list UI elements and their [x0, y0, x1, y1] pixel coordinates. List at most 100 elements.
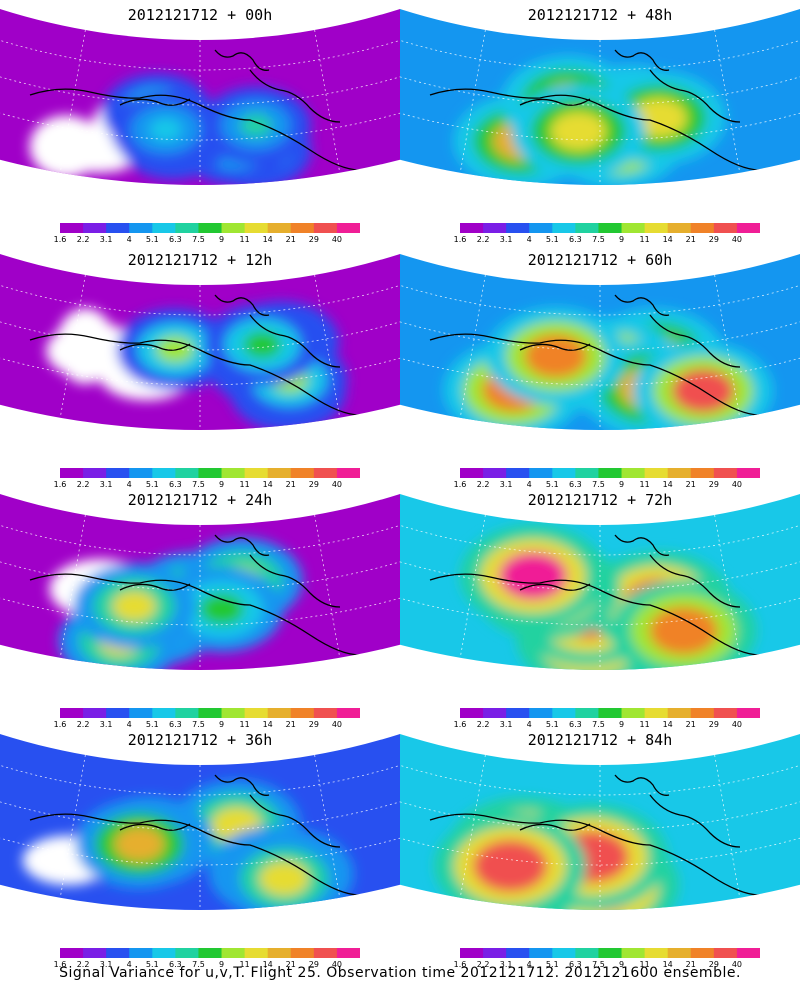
forecast-panel: 2012121712 + 00h 1.6 2.2 3.1 4 5.1 6.3 7.5 9 11 14…	[0, 0, 400, 244]
colorbar-swatch	[667, 223, 692, 233]
colorbar-tick-label: 7.5	[192, 960, 205, 969]
colorbar-labels: 1.6 2.2 3.1 4 5.1 6.3 7.5 9 11 14 21 29 40	[454, 960, 760, 970]
colorbar	[460, 223, 760, 233]
colorbar-swatch	[575, 948, 599, 958]
colorbar-tick-label: 29	[708, 480, 719, 489]
colorbar-swatch	[736, 468, 760, 478]
colorbar-swatch	[644, 708, 669, 718]
panel-title: 2012121712 + 24h	[127, 491, 273, 509]
colorbar-tick-label: 6.3	[569, 960, 582, 969]
colorbar-swatch	[506, 468, 530, 478]
colorbar-swatch	[60, 948, 84, 958]
colorbar-labels: 1.6 2.2 3.1 4 5.1 6.3 7.5 9 11 14 21 29 40	[454, 480, 760, 490]
colorbar-swatch	[736, 948, 760, 958]
colorbar-swatch	[129, 468, 153, 478]
colorbar	[60, 468, 360, 478]
colorbar-tick-label: 11	[639, 720, 650, 729]
colorbar-swatch	[267, 708, 292, 718]
colorbar-tick-label: 3.1	[499, 960, 513, 969]
colorbar	[460, 948, 760, 958]
colorbar-swatch	[244, 948, 269, 958]
colorbar-tick-label: 1.6	[53, 235, 67, 244]
colorbar-swatch	[152, 223, 176, 233]
colorbar-swatch	[198, 948, 223, 958]
colorbar	[60, 948, 360, 958]
colorbar-swatch	[313, 223, 338, 233]
colorbar-tick-label: 9	[618, 480, 625, 489]
colorbar-tick-label: 6.3	[169, 960, 182, 969]
colorbar-swatch	[575, 223, 599, 233]
colorbar-tick-label: 4	[526, 480, 532, 489]
colorbar-tick-label: 21	[685, 235, 696, 244]
colorbar-swatch	[313, 708, 338, 718]
colorbar-swatch	[736, 708, 760, 718]
colorbar-tick-label: 11	[239, 720, 250, 729]
colorbar-tick-label: 21	[685, 720, 696, 729]
colorbar-swatch	[713, 468, 738, 478]
colorbar-tick-label: 5.1	[545, 480, 559, 489]
colorbar-tick-label: 29	[708, 235, 719, 244]
colorbar-tick-label: 14	[262, 480, 273, 489]
colorbar-tick-label: 14	[662, 480, 673, 489]
forecast-panel: 2012121712 + 84h 1.6 2.2 3.1 4 5.1 6.3 7.5 9 11 14…	[400, 725, 800, 969]
colorbar-swatch	[244, 223, 269, 233]
colorbar-tick-label: 7.5	[592, 235, 605, 244]
colorbar-swatch	[529, 468, 553, 478]
colorbar-swatch	[221, 468, 246, 478]
panel-title: 2012121712 + 00h	[127, 6, 273, 24]
colorbar-tick-label: 7.5	[592, 480, 605, 489]
colorbar-tick-label: 9	[218, 235, 225, 244]
colorbar-tick-label: 4	[126, 720, 132, 729]
colorbar-tick-label: 6.3	[569, 235, 582, 244]
colorbar-swatch	[713, 948, 738, 958]
variance-map	[0, 725, 400, 910]
colorbar-swatch	[152, 948, 176, 958]
colorbar-swatch	[336, 708, 360, 718]
colorbar-tick-label: 3.1	[99, 720, 113, 729]
colorbar-swatch	[713, 708, 738, 718]
variance-map	[0, 245, 400, 430]
colorbar-tick-label: 3.1	[499, 480, 513, 489]
forecast-panel: 2012121712 + 60h 1.6 2.2 3.1 4 5.1 6.3 7.5 9 11 14…	[400, 245, 800, 489]
colorbar-swatch	[460, 708, 484, 718]
colorbar-tick-label: 14	[262, 235, 273, 244]
colorbar-tick-label: 29	[708, 720, 719, 729]
forecast-panel: 2012121712 + 36h 1.6 2.2 3.1 4 5.1 6.3 7.5 9 11 14…	[0, 725, 400, 969]
colorbar-tick-label: 14	[262, 960, 273, 969]
panel-title: 2012121712 + 48h	[527, 6, 673, 24]
colorbar-labels: 1.6 2.2 3.1 4 5.1 6.3 7.5 9 11 14 21 29 40	[54, 480, 360, 490]
colorbar-tick-label: 1.6	[453, 960, 467, 969]
colorbar-tick-label: 4	[126, 480, 132, 489]
forecast-panel: 2012121712 + 48h 1.6 2.2 3.1 4 5.1 6.3 7.5 9 11 14…	[400, 0, 800, 244]
variance-map	[400, 0, 800, 185]
variance-map	[0, 0, 400, 185]
colorbar-swatch	[198, 468, 223, 478]
colorbar-tick-label: 3.1	[99, 480, 113, 489]
colorbar-labels: 1.6 2.2 3.1 4 5.1 6.3 7.5 9 11 14 21 29 40	[454, 235, 760, 245]
colorbar-swatch	[198, 708, 223, 718]
colorbar-swatch	[198, 223, 223, 233]
colorbar-tick-label: 29	[308, 720, 319, 729]
colorbar-tick-label: 5.1	[545, 960, 559, 969]
colorbar-swatch	[290, 708, 315, 718]
panel-title: 2012121712 + 36h	[127, 731, 273, 749]
colorbar-tick-label: 40	[731, 235, 743, 244]
colorbar-tick-label: 40	[731, 960, 743, 969]
colorbar-tick-label: 2.2	[476, 235, 490, 244]
colorbar-tick-label: 1.6	[453, 480, 467, 489]
colorbar-tick-label: 2.2	[76, 480, 90, 489]
colorbar-tick-label: 5.1	[145, 960, 159, 969]
colorbar-tick-label: 1.6	[53, 720, 67, 729]
colorbar-swatch	[575, 468, 599, 478]
colorbar-swatch	[690, 223, 715, 233]
colorbar-swatch	[506, 708, 530, 718]
colorbar-tick-label: 14	[662, 960, 673, 969]
colorbar-tick-label: 2.2	[76, 960, 90, 969]
colorbar-tick-label: 40	[731, 480, 743, 489]
colorbar-tick-label: 1.6	[453, 235, 467, 244]
colorbar-labels: 1.6 2.2 3.1 4 5.1 6.3 7.5 9 11 14 21 29 40	[54, 720, 360, 730]
colorbar-swatch	[313, 948, 338, 958]
colorbar-tick-label: 3.1	[499, 235, 513, 244]
colorbar-swatch	[175, 708, 199, 718]
colorbar-swatch	[529, 948, 553, 958]
